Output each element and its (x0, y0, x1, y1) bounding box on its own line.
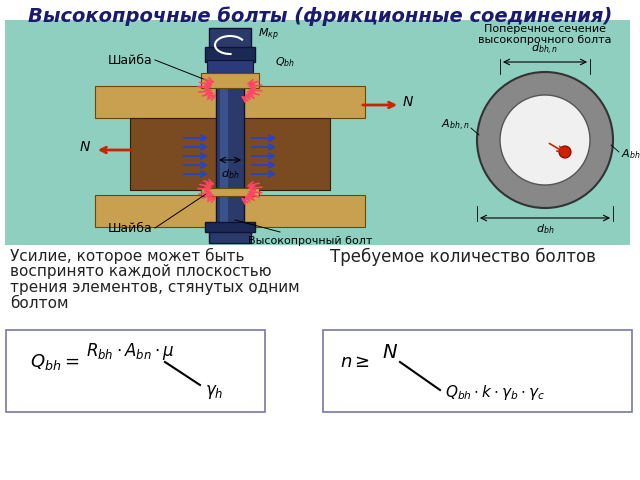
Text: $n \geq$: $n \geq$ (340, 353, 370, 371)
Text: $d_{bh}$: $d_{bh}$ (221, 167, 239, 181)
Text: Усилие, которое может быть: Усилие, которое может быть (10, 248, 244, 264)
Text: высокопрочного болта: высокопрочного болта (478, 35, 612, 45)
Text: Требуемое количество болтов: Требуемое количество болтов (330, 248, 596, 266)
Text: $A_{bh,n}$: $A_{bh,n}$ (440, 118, 469, 132)
Text: $\gamma_h$: $\gamma_h$ (205, 383, 223, 401)
Text: Шайба: Шайба (108, 221, 152, 235)
Text: $N$: $N$ (382, 343, 398, 361)
Bar (209, 28, 251, 50)
FancyBboxPatch shape (323, 330, 632, 412)
Text: Поперечное сечение: Поперечное сечение (484, 24, 606, 34)
Text: Высокопрочные болты (фрикционные соединения): Высокопрочные болты (фрикционные соедине… (28, 6, 612, 25)
Text: $R_{bh} \cdot A_{bn} \cdot \mu$: $R_{bh} \cdot A_{bn} \cdot \mu$ (86, 341, 175, 362)
Text: $A_{bh,br}$: $A_{bh,br}$ (621, 147, 640, 163)
Text: $d_{bh,n}$: $d_{bh,n}$ (531, 42, 559, 57)
Text: трения элементов, стянутых одним: трения элементов, стянутых одним (10, 280, 300, 295)
Bar (130, 118, 330, 190)
Text: $Q_{bh}$: $Q_{bh}$ (275, 55, 295, 69)
Text: Шайба: Шайба (108, 53, 152, 67)
Bar (220, 37, 228, 232)
Bar (205, 222, 255, 232)
Text: Высокопрочный болт: Высокопрочный болт (248, 236, 372, 246)
Bar (95, 195, 365, 227)
Circle shape (559, 146, 571, 158)
Bar (205, 47, 255, 62)
Text: N: N (79, 140, 90, 154)
Text: воспринято каждой плоскостью: воспринято каждой плоскостью (10, 264, 271, 279)
Text: N: N (403, 95, 413, 109)
Text: болтом: болтом (10, 296, 68, 311)
Text: $d_{bh}$: $d_{bh}$ (536, 222, 554, 236)
Bar (209, 229, 251, 243)
Bar (5, 20, 630, 245)
Circle shape (500, 95, 590, 185)
FancyBboxPatch shape (6, 330, 265, 412)
Circle shape (477, 72, 613, 208)
Text: $Q_{bh}=$: $Q_{bh}=$ (30, 352, 79, 372)
Bar (216, 37, 244, 232)
Bar (201, 188, 259, 196)
Bar (201, 73, 259, 88)
Bar (207, 60, 253, 73)
Text: $M_{кр}$: $M_{кр}$ (258, 27, 279, 43)
Bar (95, 86, 365, 118)
Text: $Q_{bh} \cdot k \cdot \gamma_b \cdot \gamma_c$: $Q_{bh} \cdot k \cdot \gamma_b \cdot \ga… (445, 383, 545, 401)
